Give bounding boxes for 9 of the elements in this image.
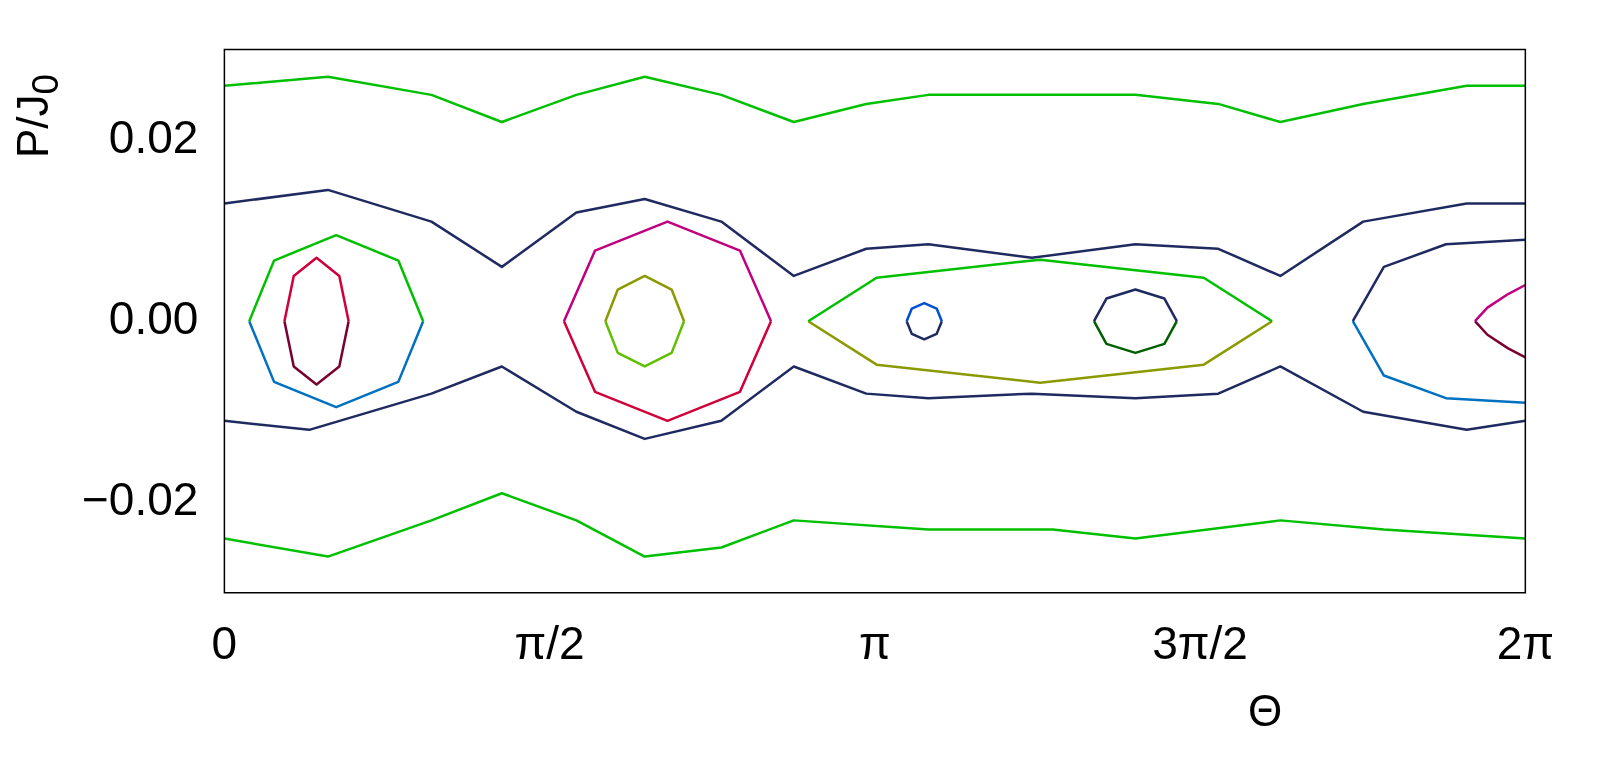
x-axis-title: Θ (1248, 686, 1283, 736)
x-tick-label: 2π (1496, 617, 1554, 670)
y-tick-label: −0.02 (81, 472, 199, 525)
x-tick-label: 3π/2 (1152, 617, 1248, 670)
x-tick-label: π/2 (514, 617, 585, 670)
x-tick-label: π (858, 617, 891, 670)
y-tick-label: 0.02 (108, 110, 199, 163)
y-tick-label: 0.00 (108, 291, 199, 344)
x-tick-label: 0 (211, 617, 238, 670)
